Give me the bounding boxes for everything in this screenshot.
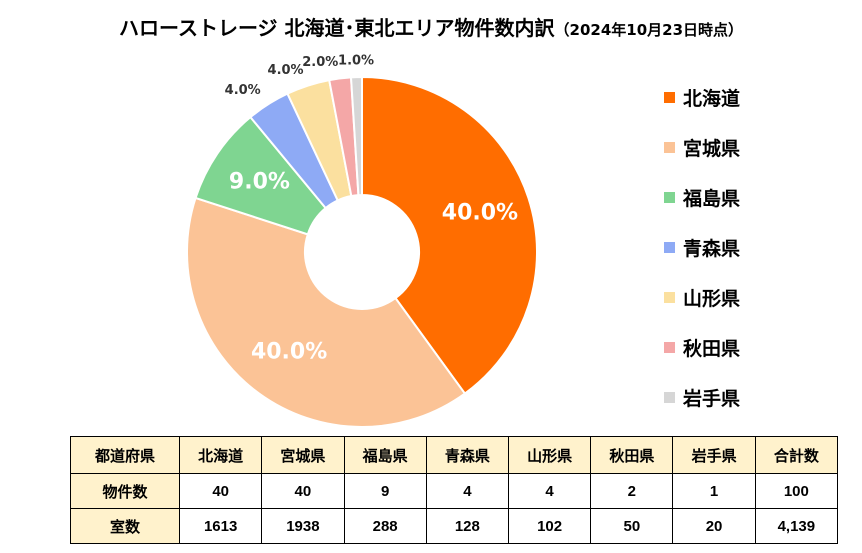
slice-miyagi bbox=[186, 196, 467, 428]
table-cell: 128 bbox=[425, 508, 509, 544]
table-header-cell: 合計数 bbox=[754, 436, 839, 474]
legend-label-hokkaido: 北海道 bbox=[683, 87, 741, 110]
legend-label-akita: 秋田県 bbox=[683, 337, 741, 360]
table-header-row: 都道府県 北海道 宮城県 福島県 青森県 山形県 秋田県 岩手県 合計数 bbox=[69, 436, 839, 474]
table-header-cell: 北海道 bbox=[179, 436, 263, 474]
legend-item-yamagata: 山形県 bbox=[664, 284, 740, 310]
table-header-cell: 岩手県 bbox=[672, 436, 756, 474]
table-cell: 1938 bbox=[261, 508, 345, 544]
table-cell: 288 bbox=[343, 508, 427, 544]
legend-item-fukushima: 福島県 bbox=[664, 184, 740, 210]
legend-swatch-akita bbox=[664, 341, 675, 353]
legend-item-akita: 秋田県 bbox=[664, 334, 740, 360]
slice-label-fukushima: 9.0% bbox=[229, 169, 290, 194]
table-cell: 102 bbox=[507, 508, 592, 544]
slice-label-aomori: 4.0% bbox=[225, 83, 261, 98]
table-cell: 40 bbox=[261, 473, 345, 509]
slice-hokkaido bbox=[361, 75, 538, 395]
legend-label-fukushima: 福島県 bbox=[683, 187, 741, 210]
table-row: 室数 1613 1938 288 128 102 50 20 4,139 bbox=[69, 508, 839, 544]
slice-label-iwate: 1.0% bbox=[338, 54, 374, 69]
table-header-cell: 秋田県 bbox=[590, 436, 674, 474]
slice-label-akita: 2.0% bbox=[302, 55, 338, 70]
chart-title-text: ハローストレージ 北海道･東北エリア物件数内訳 bbox=[118, 16, 555, 40]
table-cell: 40 bbox=[179, 473, 263, 509]
slice-label-hokkaido: 40.0% bbox=[442, 201, 518, 226]
table-cell: 20 bbox=[672, 508, 756, 544]
table-cell: 4 bbox=[507, 473, 592, 509]
table-header-cell: 山形県 bbox=[507, 436, 592, 474]
legend-swatch-aomori bbox=[664, 241, 675, 253]
legend-label-miyagi: 宮城県 bbox=[683, 137, 741, 160]
legend-swatch-miyagi bbox=[664, 141, 675, 153]
legend-label-aomori: 青森県 bbox=[683, 237, 741, 260]
data-table: 都道府県 北海道 宮城県 福島県 青森県 山形県 秋田県 岩手県 合計数 物件数… bbox=[69, 436, 839, 544]
table-cell: 50 bbox=[590, 508, 674, 544]
table-header-cell: 都道府県 bbox=[69, 436, 181, 474]
legend-item-iwate: 岩手県 bbox=[664, 384, 740, 410]
table-cell: 4 bbox=[425, 473, 509, 509]
legend-item-hokkaido: 北海道 bbox=[664, 84, 740, 110]
table-row-label: 物件数 bbox=[69, 473, 181, 509]
table-row: 物件数 40 40 9 4 4 2 1 100 bbox=[69, 473, 839, 509]
slice-iwate bbox=[349, 75, 363, 197]
legend-swatch-hokkaido bbox=[664, 91, 675, 103]
slice-label-yamagata: 4.0% bbox=[268, 63, 304, 78]
legend-item-aomori: 青森県 bbox=[664, 234, 740, 260]
slice-label-miyagi: 40.0% bbox=[251, 339, 327, 364]
table-cell: 100 bbox=[754, 473, 839, 509]
legend-swatch-fukushima bbox=[664, 191, 675, 203]
chart-date-note: （2024年10月23日時点） bbox=[554, 21, 744, 39]
table-row-label: 室数 bbox=[69, 508, 181, 544]
table-header-cell: 青森県 bbox=[425, 436, 509, 474]
table-cell: 1613 bbox=[179, 508, 263, 544]
legend-swatch-iwate bbox=[664, 391, 675, 403]
table-cell: 4,139 bbox=[754, 508, 839, 544]
table-cell: 2 bbox=[590, 473, 674, 509]
donut-chart: 40.0%40.0%9.0%4.0%4.0%2.0% 1.0% bbox=[186, 54, 538, 428]
legend-swatch-yamagata bbox=[664, 291, 675, 303]
chart-title: ハローストレージ 北海道･東北エリア物件数内訳（2024年10月23日時点） bbox=[0, 12, 862, 41]
table-cell: 1 bbox=[672, 473, 756, 509]
legend-item-miyagi: 宮城県 bbox=[664, 134, 740, 160]
legend-label-yamagata: 山形県 bbox=[683, 287, 741, 310]
legend-label-iwate: 岩手県 bbox=[683, 387, 741, 410]
table-header-cell: 宮城県 bbox=[261, 436, 345, 474]
table-cell: 9 bbox=[343, 473, 427, 509]
table-header-cell: 福島県 bbox=[343, 436, 427, 474]
